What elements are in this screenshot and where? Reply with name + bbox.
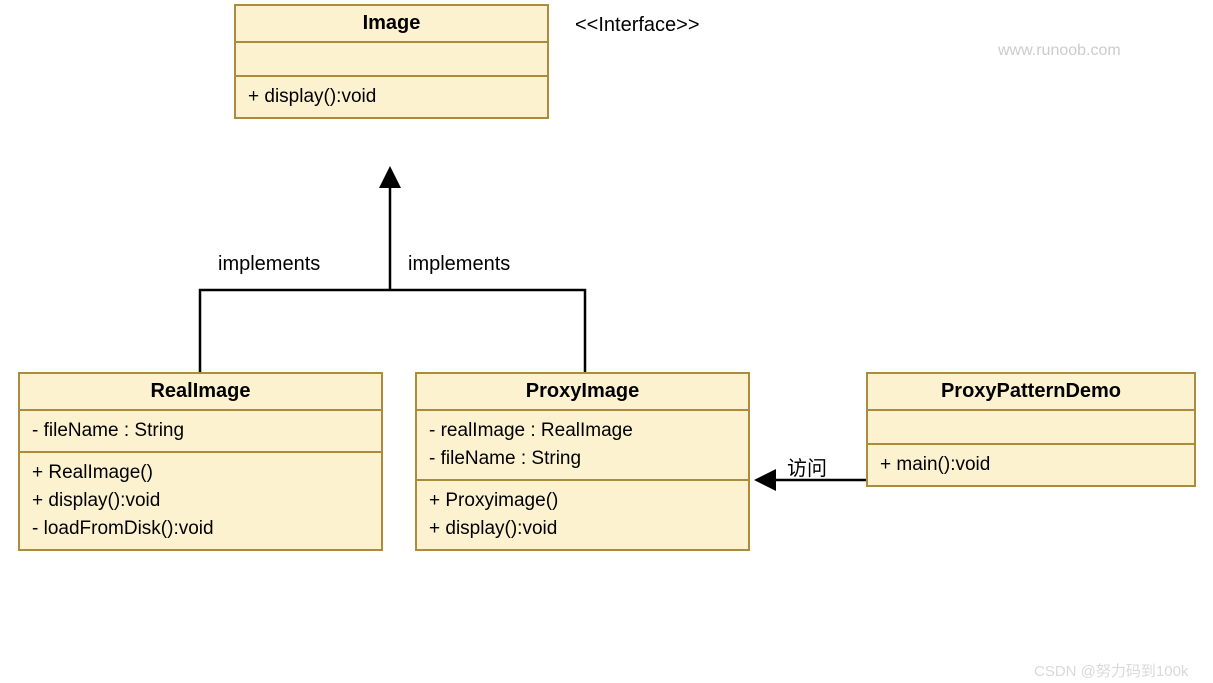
attr-item: - realImage : RealImage [429,417,736,445]
arrowhead-left-icon [754,469,776,491]
class-realimage-attrs: - fileName : String [20,411,381,453]
method-item: + Proxyimage() [429,487,736,515]
stereotype-label: <<Interface>> [575,14,700,37]
attr-item: - fileName : String [429,445,736,473]
class-proxyimage-methods: + Proxyimage() + display():void [417,481,748,549]
class-proxyimage-title: ProxyImage [417,374,748,411]
arrowhead-up-icon [379,166,401,188]
method-item: + RealImage() [32,459,369,487]
attr-item: - fileName : String [32,417,369,445]
watermark-csdn: CSDN @努力码到100k [1034,660,1188,681]
method-item: + display():void [429,515,736,543]
method-item: - loadFromDisk():void [32,515,369,543]
method-item: + display():void [248,83,535,111]
class-image: Image + display():void [234,4,549,119]
edge-label-proxy-implements: implements [408,253,510,276]
class-realimage-title: RealImage [20,374,381,411]
watermark-runoob: www.runoob.com [998,42,1121,60]
edge-real-to-trunk [200,290,390,372]
method-item: + main():void [880,451,1182,479]
class-proxypatterndemo: ProxyPatternDemo + main():void [866,372,1196,487]
edge-proxy-to-trunk [390,290,585,372]
class-realimage: RealImage - fileName : String + RealImag… [18,372,383,551]
class-image-title: Image [236,6,547,43]
class-proxypatterndemo-attrs [868,411,1194,445]
connectors-svg [0,0,1213,683]
edge-label-real-implements: implements [218,253,320,276]
class-proxypatterndemo-methods: + main():void [868,445,1194,485]
class-realimage-methods: + RealImage() + display():void - loadFro… [20,453,381,549]
class-proxyimage: ProxyImage - realImage : RealImage - fil… [415,372,750,551]
class-image-methods: + display():void [236,77,547,117]
class-proxyimage-attrs: - realImage : RealImage - fileName : Str… [417,411,748,481]
method-item: + display():void [32,487,369,515]
class-image-attrs [236,43,547,77]
class-proxypatterndemo-title: ProxyPatternDemo [868,374,1194,411]
edge-label-demo-access: 访问 [787,452,827,481]
